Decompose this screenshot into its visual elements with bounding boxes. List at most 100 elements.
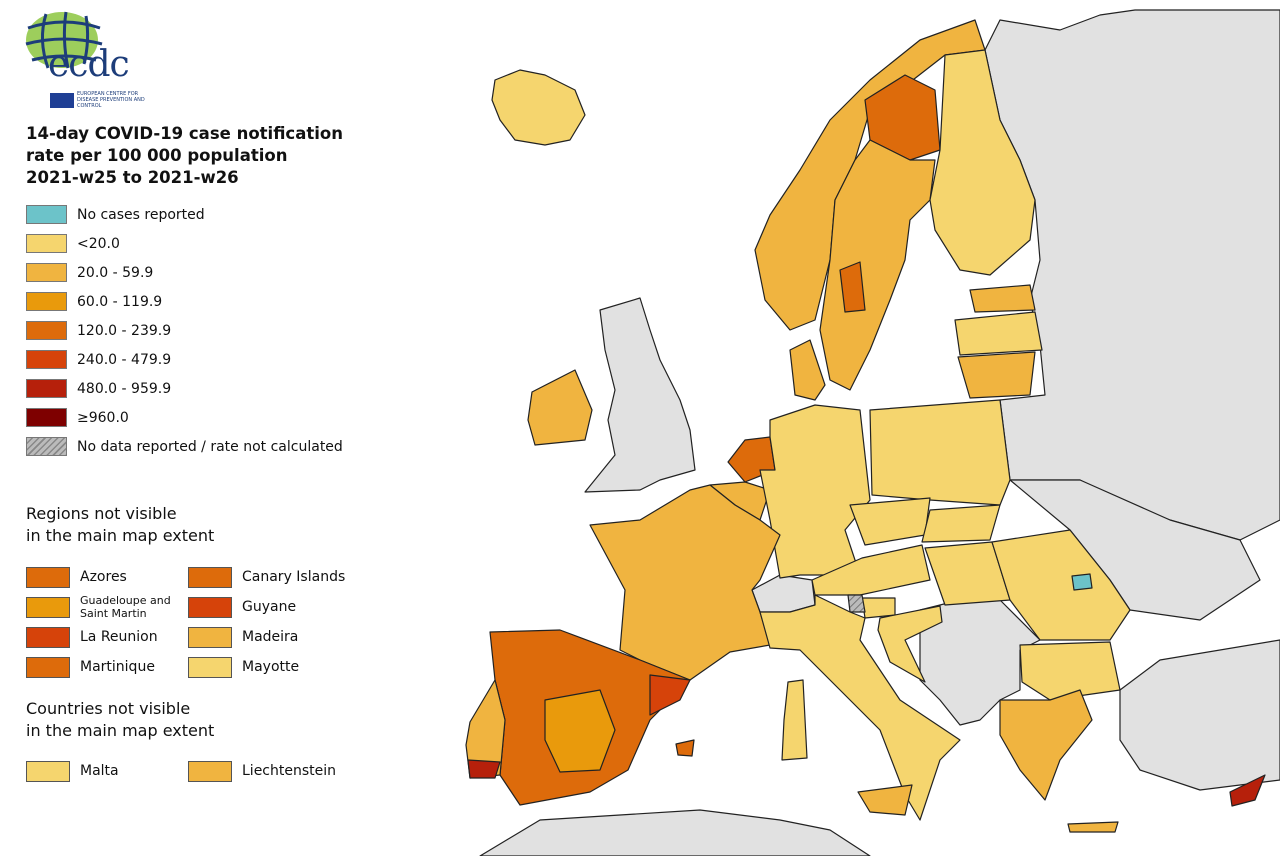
regions-legend-item: Madeira — [188, 626, 348, 648]
legend-label: ≥960.0 — [77, 409, 129, 426]
regions-legend-item: Guadeloupe and Saint Martin — [26, 594, 188, 620]
legend-swatch — [26, 263, 67, 282]
regions-legend-item: La Reunion — [26, 626, 188, 648]
legend-swatch — [188, 656, 232, 678]
italy-no-data-region — [847, 594, 866, 613]
countries-heading-line-2: in the main map extent — [26, 721, 215, 740]
regions-legend-item: Azores — [26, 566, 188, 588]
legend-swatch — [26, 321, 67, 340]
legend-swatch — [26, 350, 67, 369]
legend-label: Guyane — [242, 599, 297, 615]
legend-swatch — [188, 626, 232, 648]
iceland — [491, 69, 586, 146]
regions-heading: Regions not visible in the main map exte… — [26, 503, 214, 547]
legend-label: 120.0 - 239.9 — [77, 322, 172, 339]
legend-label: Guadeloupe and Saint Martin — [80, 594, 171, 620]
legend-swatch — [188, 566, 232, 588]
regions-heading-line-1: Regions not visible — [26, 504, 177, 523]
crete — [1067, 821, 1119, 833]
portugal — [465, 679, 506, 779]
romania — [991, 529, 1131, 641]
legend-label: La Reunion — [80, 629, 158, 645]
ecdc-logo — [24, 8, 149, 113]
countries-legend-item: Malta — [26, 760, 188, 782]
legend-swatch — [26, 234, 67, 253]
bulgaria — [1019, 641, 1121, 701]
legend-label: <20.0 — [77, 235, 120, 252]
regions-legend-item: Guyane — [188, 596, 348, 618]
ireland — [527, 369, 593, 446]
france — [589, 484, 781, 681]
greece — [999, 689, 1093, 801]
latvia — [954, 311, 1043, 356]
sicily — [857, 784, 913, 816]
legend-swatch — [26, 626, 70, 648]
sweden-central-region — [839, 261, 866, 313]
legend-label: 480.0 - 959.9 — [77, 380, 172, 397]
poland — [869, 399, 1011, 506]
legend-item: No cases reported — [26, 200, 343, 229]
legend-label: No cases reported — [77, 206, 205, 223]
uk-region — [584, 297, 696, 493]
legend-label: Madeira — [242, 629, 299, 645]
catalonia-region — [649, 674, 691, 716]
eu-flag-icon — [50, 93, 74, 108]
legend-item: <20.0 — [26, 229, 343, 258]
legend-swatch — [26, 379, 67, 398]
portugal-south-region — [467, 759, 501, 779]
title-line-1: 14-day COVID-19 case notification — [26, 124, 343, 143]
slovakia — [921, 504, 1001, 543]
regions-legend: Azores Canary Islands Guadeloupe and Saint… — [26, 566, 348, 678]
legend-swatch — [26, 205, 67, 224]
countries-heading: Countries not visible in the main map ex… — [26, 698, 214, 742]
spain-central-region — [544, 689, 616, 773]
legend-item: 20.0 - 59.9 — [26, 258, 343, 287]
romania-no-cases-region — [1071, 573, 1093, 591]
estonia — [969, 284, 1036, 313]
legend-item: 120.0 - 239.9 — [26, 316, 343, 345]
regions-legend-item: Martinique — [26, 656, 188, 678]
legend-label: Malta — [80, 763, 119, 779]
logo-text: ecdc — [48, 44, 130, 85]
legend-label: Liechtenstein — [242, 763, 337, 779]
legend-label: Mayotte — [242, 659, 300, 675]
legend-item: 480.0 - 959.9 — [26, 374, 343, 403]
italy — [759, 594, 961, 821]
legend-label: 20.0 - 59.9 — [77, 264, 154, 281]
legend-item: ≥960.0 — [26, 403, 343, 432]
regions-legend-item: Canary Islands — [188, 566, 348, 588]
north-africa-region — [479, 809, 871, 856]
sardinia — [781, 679, 808, 761]
legend-item: 60.0 - 119.9 — [26, 287, 343, 316]
logo-subtitle: EUROPEAN CENTRE FOR DISEASE PREVENTION A… — [77, 91, 145, 109]
title-line-3: 2021-w25 to 2021-w26 — [26, 168, 239, 187]
title-line-2: rate per 100 000 population — [26, 146, 288, 165]
turkey-region — [1119, 639, 1280, 791]
czechia — [849, 497, 931, 546]
switzerland-region — [751, 574, 816, 613]
legend-swatch — [26, 656, 70, 678]
rate-legend: No cases reported <20.0 20.0 - 59.9 60.0 - … — [26, 200, 343, 461]
legend-label: 240.0 - 479.9 — [77, 351, 172, 368]
regions-heading-line-2: in the main map extent — [26, 526, 215, 545]
legend-label: Azores — [80, 569, 127, 585]
countries-legend: Malta Liechtenstein — [26, 760, 348, 782]
countries-legend-item: Liechtenstein — [188, 760, 348, 782]
countries-heading-line-1: Countries not visible — [26, 699, 191, 718]
legend-swatch — [188, 760, 232, 782]
legend-swatch — [26, 437, 67, 456]
cyprus — [1229, 774, 1266, 807]
legend-item: No data reported / rate not calculated — [26, 432, 343, 461]
legend-swatch — [26, 292, 67, 311]
legend-label: 60.0 - 119.9 — [77, 293, 163, 310]
balearic-islands — [675, 739, 695, 757]
legend-item: 240.0 - 479.9 — [26, 345, 343, 374]
slovenia — [861, 597, 896, 619]
globe-icon — [25, 11, 103, 69]
lithuania — [957, 351, 1036, 399]
legend-swatch — [26, 408, 67, 427]
finland — [929, 49, 1036, 276]
germany — [759, 404, 871, 579]
legend-swatch — [26, 760, 70, 782]
